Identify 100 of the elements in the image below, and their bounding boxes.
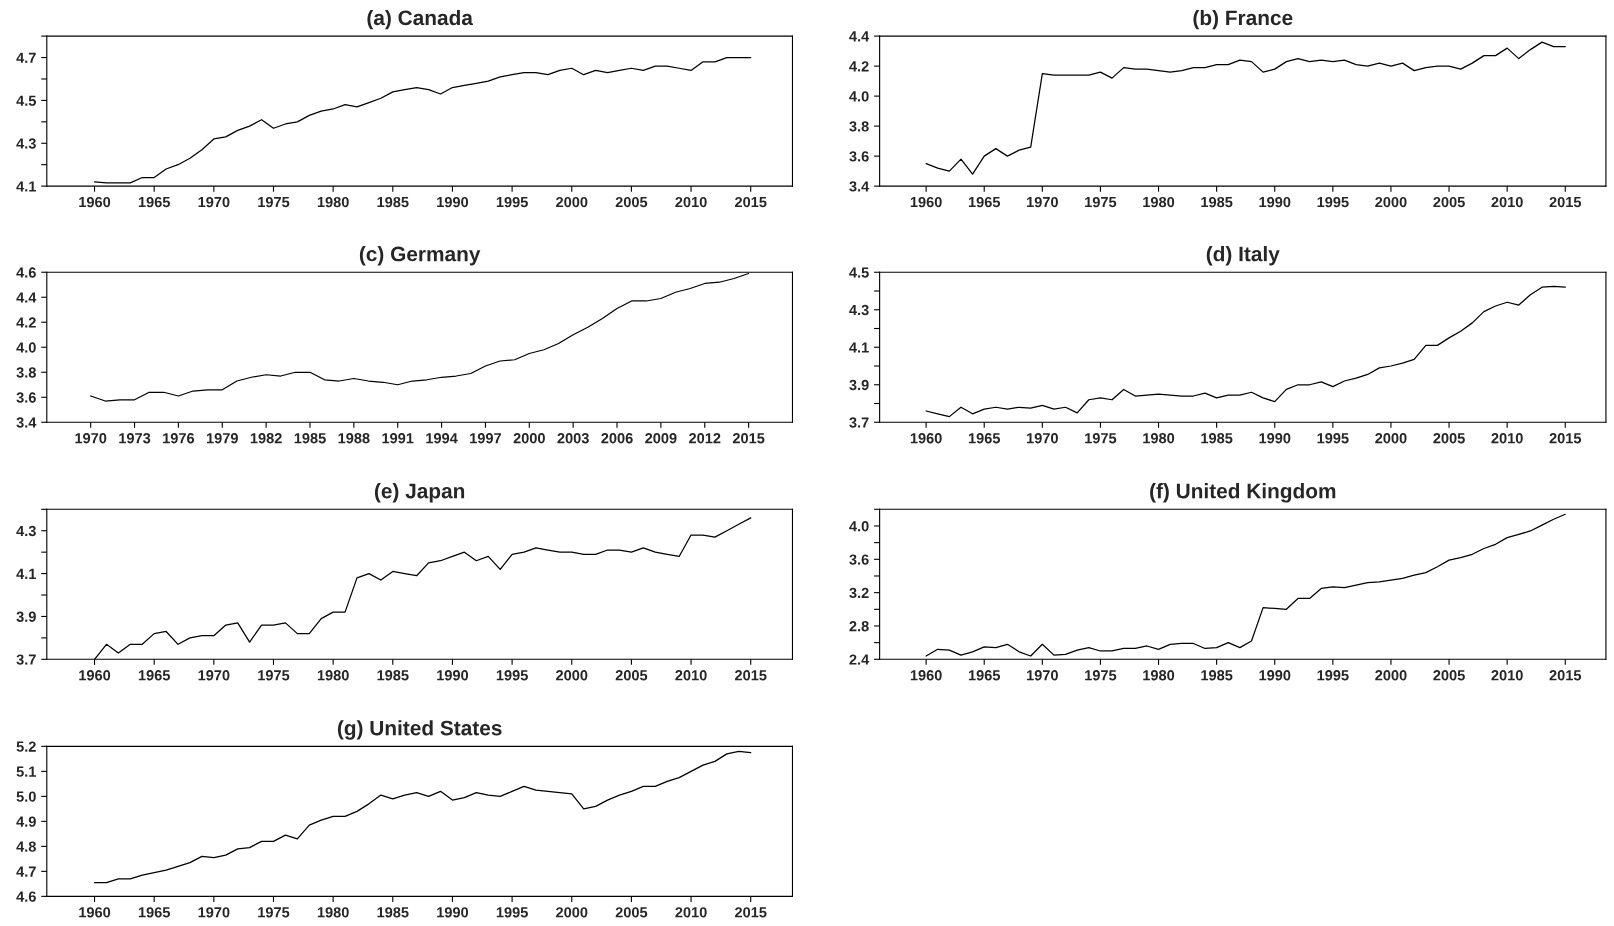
x-tick-label: 2000: [556, 196, 588, 208]
y-tick-label: 2.4: [849, 654, 870, 665]
x-tick-label: 1970: [75, 433, 107, 444]
y-tick-label: 3.6: [849, 151, 869, 162]
x-tick-label: 2015: [735, 196, 767, 208]
x-tick-label: 1976: [163, 433, 195, 444]
x-tick-label: 1960: [79, 670, 111, 681]
y-tick-label: 3.2: [849, 587, 869, 599]
x-tick-label: 1985: [1201, 196, 1233, 208]
x-tick-label: 2010: [675, 907, 707, 918]
x-tick-label: 1979: [206, 433, 238, 444]
y-tick-label: 4.2: [16, 317, 36, 328]
y-tick-label: 4.0: [849, 91, 869, 102]
x-tick-label: 1985: [294, 433, 326, 444]
x-tick-label: 1970: [198, 907, 230, 918]
x-tick-label: 1990: [437, 196, 469, 208]
y-tick-label: 4.6: [16, 267, 36, 278]
y-tick-label: 3.9: [16, 611, 36, 622]
x-tick-label: 2000: [556, 670, 588, 681]
x-tick-label: 1965: [968, 670, 1001, 681]
y-tick-label: 4.5: [16, 95, 36, 106]
y-tick-label: 3.6: [849, 554, 869, 565]
line-series: [925, 285, 1566, 418]
x-tick-label: 2010: [1491, 196, 1523, 208]
y-tick-label: 4.1: [16, 181, 36, 192]
y-tick-label: 3.7: [16, 654, 36, 665]
x-tick-label: 1990: [1259, 433, 1291, 444]
x-tick-label: 2015: [735, 907, 767, 918]
x-tick-label: 1973: [119, 433, 151, 444]
x-tick-label: 1988: [338, 433, 370, 444]
x-tick-label: 1975: [1085, 670, 1117, 681]
y-tick-label: 4.9: [16, 816, 36, 827]
x-tick-label: 1995: [1317, 433, 1349, 444]
y-tick-label: 4.4: [16, 292, 37, 303]
x-tick-label: 1980: [1143, 670, 1175, 681]
y-tick-label: 4.0: [16, 342, 36, 353]
x-tick-label: 1990: [1259, 196, 1291, 208]
x-tick-label: 1980: [317, 907, 349, 918]
x-tick-label: 1985: [377, 670, 409, 681]
chart-title: (f) United Kingdom: [1150, 483, 1336, 503]
x-tick-label: 1965: [138, 670, 170, 681]
x-tick-label: 2000: [513, 433, 545, 444]
x-tick-label: 1975: [1085, 433, 1117, 444]
x-tick-label: 1995: [1317, 196, 1349, 208]
x-tick-label: 1960: [79, 196, 111, 208]
x-tick-label: 1970: [198, 670, 230, 681]
x-tick-label: 1960: [910, 670, 942, 681]
y-tick-label: 5.0: [16, 791, 36, 802]
y-tick-label: 4.3: [16, 138, 36, 149]
x-tick-label: 1975: [258, 907, 290, 918]
x-tick-label: 1970: [1027, 433, 1058, 444]
x-tick-label: 2000: [1375, 196, 1407, 208]
x-tick-label: 1980: [1143, 196, 1175, 208]
x-tick-label: 2005: [615, 907, 648, 918]
x-tick-label: 1995: [496, 670, 528, 681]
x-tick-label: 1975: [258, 670, 290, 681]
x-tick-label: 2010: [1491, 433, 1523, 444]
y-tick-label: 3.7: [849, 417, 869, 428]
line-series: [925, 513, 1566, 657]
x-tick-label: 1975: [1085, 196, 1117, 208]
x-tick-label: 2015: [732, 433, 765, 444]
y-tick-label: 4.3: [16, 525, 36, 537]
x-tick-label: 1985: [1201, 670, 1233, 681]
y-tick-label: 3.8: [849, 121, 869, 132]
x-tick-label: 2005: [1433, 670, 1465, 681]
y-tick-label: 4.2: [849, 61, 869, 72]
x-tick-label: 2010: [675, 196, 707, 208]
x-tick-label: 1980: [1143, 433, 1175, 444]
y-tick-label: 4.7: [16, 866, 36, 877]
y-tick-label: 4.1: [849, 342, 869, 353]
x-tick-label: 1965: [138, 196, 170, 208]
x-tick-label: 1970: [1027, 670, 1058, 681]
y-tick-label: 3.9: [849, 379, 869, 391]
x-tick-label: 2015: [1549, 670, 1582, 681]
x-tick-label: 1965: [968, 433, 1001, 444]
x-tick-label: 1990: [437, 670, 469, 681]
x-tick-label: 1960: [910, 196, 942, 208]
y-tick-label: 4.4: [849, 31, 870, 42]
line-series: [925, 41, 1566, 175]
y-tick-label: 3.4: [849, 181, 870, 192]
x-tick-label: 1995: [1317, 670, 1349, 681]
line-series: [93, 750, 752, 884]
x-tick-label: 1970: [1027, 196, 1058, 208]
x-tick-label: 2015: [1549, 196, 1582, 208]
x-tick-label: 1985: [1201, 433, 1233, 444]
y-tick-label: 3.4: [16, 417, 37, 428]
x-tick-label: 1994: [426, 433, 458, 444]
chart-title: (c) Germany: [359, 246, 481, 266]
x-tick-label: 1975: [258, 196, 290, 208]
x-tick-label: 1997: [470, 433, 502, 444]
y-tick-label: 4.1: [16, 568, 36, 579]
y-tick-label: 3.8: [16, 367, 36, 378]
x-tick-label: 2015: [735, 670, 767, 681]
x-tick-label: 2012: [689, 433, 721, 444]
x-tick-label: 1960: [910, 433, 942, 444]
x-tick-label: 2005: [615, 196, 648, 208]
x-tick-label: 1965: [968, 196, 1001, 208]
y-tick-label: 5.2: [16, 741, 36, 752]
x-tick-label: 1990: [1259, 670, 1291, 681]
x-tick-label: 2009: [645, 433, 677, 444]
